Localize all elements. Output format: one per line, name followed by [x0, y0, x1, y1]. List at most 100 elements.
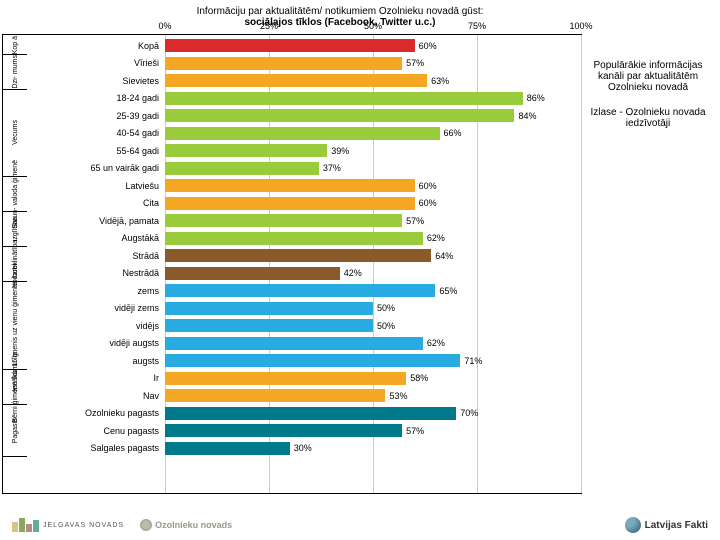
side-note-1: Populārākie informācijas kanāli par aktu…	[588, 60, 708, 93]
bar	[165, 162, 319, 175]
bar-track: 58%	[165, 370, 581, 388]
logo-bar	[12, 522, 18, 532]
bar-value: 57%	[406, 58, 424, 68]
row-label: Kopā	[27, 41, 165, 51]
row-label: Nav	[27, 391, 165, 401]
bar	[165, 197, 415, 210]
bar	[165, 127, 440, 140]
bar-track: 60%	[165, 195, 581, 213]
bar	[165, 232, 423, 245]
row-label: 40-54 gadi	[27, 128, 165, 138]
bar-track: 65%	[165, 282, 581, 300]
bar-value: 60%	[419, 181, 437, 191]
bar-track: 86%	[165, 90, 581, 108]
row-label: vidēji augsts	[27, 338, 165, 348]
axis-tick: 50%	[358, 21, 388, 31]
jelgava-logo: JELGAVAS NOVADS	[12, 518, 124, 532]
bar-track: 64%	[165, 247, 581, 265]
logo-bar	[19, 518, 25, 532]
bar-row: Salgales pagasts30%	[3, 440, 581, 458]
header-line1: Informāciju par aktualitātēm/ notikumiem…	[160, 6, 520, 17]
latvijas-fakti-text: Latvijas Fakti	[645, 520, 708, 531]
bar-track: 70%	[165, 405, 581, 423]
bar-track: 66%	[165, 125, 581, 143]
bar-row: Ozolnieku pagasts70%	[3, 405, 581, 423]
bar-value: 84%	[518, 111, 536, 121]
bar	[165, 92, 523, 105]
bar-value: 57%	[406, 426, 424, 436]
bar	[165, 249, 431, 262]
row-label: 25-39 gadi	[27, 111, 165, 121]
bar-row: Latviešu 60%	[3, 177, 581, 195]
bar-value: 37%	[323, 163, 341, 173]
bar-row: Kopā60%	[3, 37, 581, 55]
bar-row: vidēji zems50%	[3, 300, 581, 318]
bar-track: 57%	[165, 212, 581, 230]
bar-value: 66%	[444, 128, 462, 138]
bar-track: 84%	[165, 107, 581, 125]
bar-row: Vīrieši 57%	[3, 55, 581, 73]
grid-line	[581, 35, 582, 493]
bar	[165, 372, 406, 385]
row-label: Latviešu	[27, 181, 165, 191]
bar-track: 57%	[165, 422, 581, 440]
bar-value: 65%	[439, 286, 457, 296]
bar-track: 39%	[165, 142, 581, 160]
logo-bar	[26, 524, 32, 532]
bar-track: 50%	[165, 300, 581, 318]
bar-value: 62%	[427, 233, 445, 243]
bar	[165, 109, 514, 122]
bar-value: 50%	[377, 321, 395, 331]
bar-value: 64%	[435, 251, 453, 261]
row-label: Ozolnieku pagasts	[27, 408, 165, 418]
row-label: Vidējā, pamata	[27, 216, 165, 226]
jelgava-logo-bars	[12, 518, 39, 532]
bar-value: 86%	[527, 93, 545, 103]
bar	[165, 389, 385, 402]
latvijas-fakti-icon	[625, 517, 641, 533]
axis-tick: 25%	[254, 21, 284, 31]
axis-tick: 100%	[566, 21, 596, 31]
bar	[165, 144, 327, 157]
bar-track: 60%	[165, 37, 581, 55]
bar	[165, 57, 402, 70]
bar-value: 58%	[410, 373, 428, 383]
bar-row: 40-54 gadi 66%	[3, 125, 581, 143]
bar-value: 42%	[344, 268, 362, 278]
bar-value: 63%	[431, 76, 449, 86]
bar-value: 62%	[427, 338, 445, 348]
bar-track: 71%	[165, 352, 581, 370]
bar	[165, 319, 373, 332]
latvijas-fakti-logo: Latvijas Fakti	[625, 517, 708, 533]
row-label: Nestrādā	[27, 268, 165, 278]
bar-row: 65 un vairāk gadi37%	[3, 160, 581, 178]
bar-track: 53%	[165, 387, 581, 405]
row-label: Strādā	[27, 251, 165, 261]
side-annotations: Populārākie informācijas kanāli par aktu…	[588, 60, 708, 143]
bar-track: 62%	[165, 230, 581, 248]
bar-track: 42%	[165, 265, 581, 283]
bar	[165, 284, 435, 297]
axis-tick: 75%	[462, 21, 492, 31]
row-label: zems	[27, 286, 165, 296]
chart-area: 0%25%50%75%100% Kop āDzi- mumsVecumsSaru…	[2, 34, 582, 494]
bar	[165, 407, 456, 420]
bar-value: 57%	[406, 216, 424, 226]
row-label: Ir	[27, 373, 165, 383]
bar	[165, 214, 402, 227]
bar-row: augsts71%	[3, 352, 581, 370]
row-label: Vīrieši	[27, 58, 165, 68]
bar-value: 30%	[294, 443, 312, 453]
row-label: vidējs	[27, 321, 165, 331]
bar	[165, 424, 402, 437]
bar-value: 71%	[464, 356, 482, 366]
bar	[165, 442, 290, 455]
chart-rows: Kopā60%Vīrieši57%Sievietes63%18-24 gadi8…	[3, 37, 581, 457]
row-label: 55-64 gadi	[27, 146, 165, 156]
bar-track: 60%	[165, 177, 581, 195]
row-label: Augstākā	[27, 233, 165, 243]
bar-row: Nestrādā 42%	[3, 265, 581, 283]
bar-row: Sievietes63%	[3, 72, 581, 90]
bar-value: 60%	[419, 198, 437, 208]
bar-value: 39%	[331, 146, 349, 156]
